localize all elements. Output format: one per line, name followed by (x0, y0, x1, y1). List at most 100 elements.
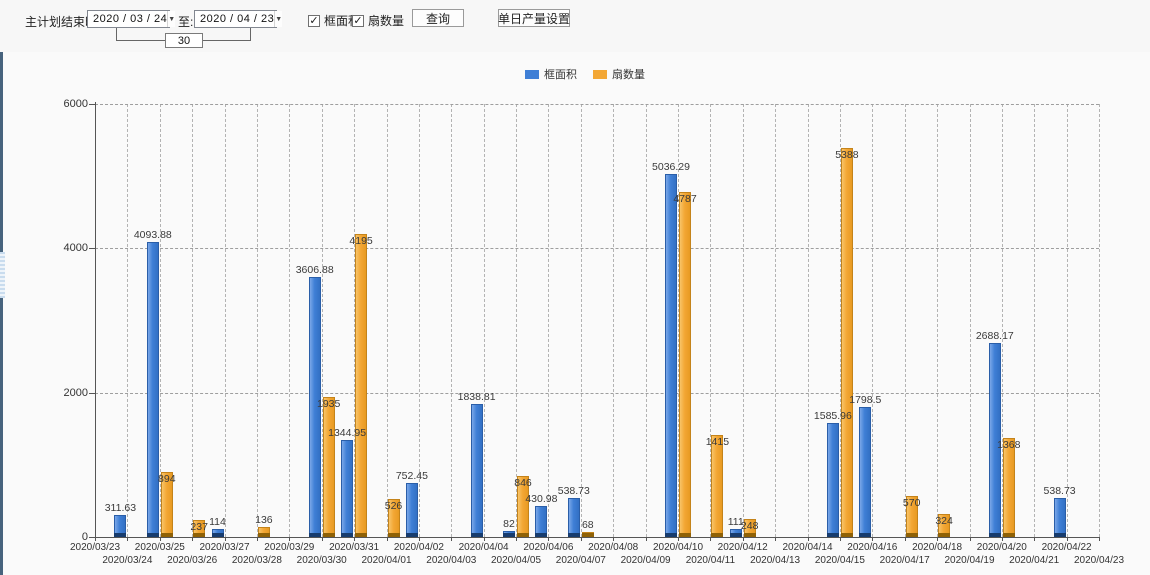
x-axis-label: 2020/04/21 (1009, 555, 1060, 566)
x-axis-tick (937, 537, 939, 541)
gridline-horizontal (95, 392, 1099, 394)
bar-value-label: 4195 (349, 235, 373, 247)
bar-value-label: 846 (514, 477, 532, 489)
bar-value-label: 68 (581, 519, 594, 531)
gridline-vertical (839, 104, 841, 537)
bar-base (355, 533, 368, 537)
gridline-vertical (775, 104, 777, 537)
bar-fan-count-2020/04/20 (1002, 438, 1015, 537)
bar-value-label: 538.73 (557, 485, 590, 497)
gridline-vertical (127, 104, 129, 537)
x-axis-tick (1034, 537, 1036, 541)
bar-frame-area-2020/04/15 (826, 423, 839, 537)
x-axis-label: 2020/04/03 (426, 555, 477, 566)
bar-base (679, 533, 691, 537)
fan-count-checkbox[interactable]: ✓ 扇数量 (352, 12, 404, 29)
bar-value-label: 2688.17 (975, 330, 1014, 342)
x-axis-tick (580, 537, 582, 541)
gridline-horizontal (95, 248, 1099, 250)
bar-base (535, 533, 548, 537)
gridline-vertical (613, 104, 615, 537)
left-splitter-handle[interactable] (0, 252, 5, 298)
bar-base (257, 533, 270, 537)
x-axis-tick (321, 537, 323, 541)
x-axis-label: 2020/03/27 (199, 542, 250, 553)
x-axis-tick (224, 537, 226, 541)
bar-value-label: 1415 (705, 436, 730, 448)
bar-base (711, 533, 724, 537)
x-axis-tick (386, 537, 388, 541)
x-axis-tick (904, 537, 906, 541)
bar-frame-area-2020/04/12 (729, 529, 742, 537)
x-axis-label: 2020/04/18 (912, 542, 963, 553)
checkmark-icon: ✓ (308, 14, 320, 27)
x-axis-tick (451, 537, 453, 541)
daily-output-settings-button[interactable]: 单日产量设置 (498, 9, 570, 27)
bar-value-label: 111 (727, 516, 744, 528)
query-button[interactable]: 查询 (412, 9, 464, 27)
gridline-vertical (321, 104, 323, 537)
y-axis-line (95, 102, 96, 537)
gridline-vertical (872, 104, 874, 537)
x-axis-label: 2020/04/19 (944, 555, 995, 566)
chevron-down-icon[interactable]: ▼ (167, 11, 176, 27)
bar-value-label: 894 (158, 473, 176, 485)
x-axis-label: 2020/04/13 (750, 555, 801, 566)
bar-value-label: 3606.88 (295, 264, 334, 276)
x-axis-tick (613, 537, 615, 541)
y-axis-label: 4000 (63, 242, 88, 255)
frame-area-checkbox[interactable]: ✓ 框面积 (308, 12, 360, 29)
bar-value-label: 1798.5 (849, 394, 882, 406)
bar-frame-area-2020/03/24 (114, 515, 127, 537)
x-axis-label: 2020/04/16 (847, 542, 898, 553)
chevron-down-icon[interactable]: ▼ (274, 11, 283, 27)
date-from-combobox[interactable]: 2020 / 03 / 24 ▼ (87, 10, 176, 28)
frame-area-checkbox-label: 框面积 (324, 14, 361, 28)
bar-value-label: 1344.95 (328, 427, 367, 439)
bar-value-label: 136 (255, 514, 273, 526)
x-axis-label: 2020/04/12 (717, 542, 768, 553)
gridline-vertical (580, 104, 582, 537)
gridline-vertical (1066, 104, 1068, 537)
x-axis-tick (1099, 537, 1100, 541)
gridline-vertical (159, 104, 161, 537)
bar-frame-area-2020/04/04 (470, 404, 483, 537)
bar-base (503, 533, 515, 537)
date-to-combobox[interactable]: 2020 / 04 / 23 ▼ (194, 10, 283, 28)
y-axis-label: 6000 (63, 98, 88, 110)
gridline-horizontal (95, 104, 1099, 105)
x-axis-tick (839, 537, 841, 541)
x-axis-label: 2020/04/07 (555, 555, 606, 566)
x-axis-label: 2020/04/11 (685, 555, 736, 566)
x-axis-label: 2020/04/15 (814, 555, 865, 566)
x-axis-tick (969, 537, 971, 541)
bar-fan-count-2020/04/15 (840, 148, 853, 537)
legend-item-fan-count: 扇数量 (593, 66, 645, 82)
gridline-vertical (710, 104, 712, 537)
date-from-value: 2020 / 03 / 24 (93, 13, 168, 25)
bar-frame-area-2020/04/05 (503, 531, 515, 537)
bar-base (729, 533, 742, 537)
connector-line (203, 40, 250, 41)
bar-base (581, 533, 594, 537)
x-axis-label: 2020/04/06 (523, 542, 574, 553)
bar-fan-count-2020/04/17 (905, 496, 918, 537)
bar-base (517, 533, 529, 537)
bar-value-label: 1585.96 (813, 410, 852, 422)
bar-fan-count-2020/04/10 (679, 192, 691, 537)
day-span-input[interactable]: 30 (165, 33, 203, 48)
x-axis-label: 2020/03/26 (167, 555, 218, 566)
bar-base (470, 533, 483, 537)
bar-value-label: 248 (740, 520, 759, 532)
bar-value-label: 1935 (317, 398, 341, 410)
bar-value-label: 311.63 (104, 502, 137, 514)
bar-value-label: 114 (209, 516, 226, 528)
bar-frame-area-2020/04/10 (665, 174, 677, 537)
y-axis-label: 0 (81, 531, 88, 543)
legend-item-frame-area: 框面积 (525, 66, 577, 82)
x-axis-label: 2020/03/29 (264, 542, 315, 553)
x-axis-tick (159, 537, 161, 541)
x-axis-tick (192, 537, 194, 541)
bar-frame-area-2020/04/16 (859, 407, 872, 537)
